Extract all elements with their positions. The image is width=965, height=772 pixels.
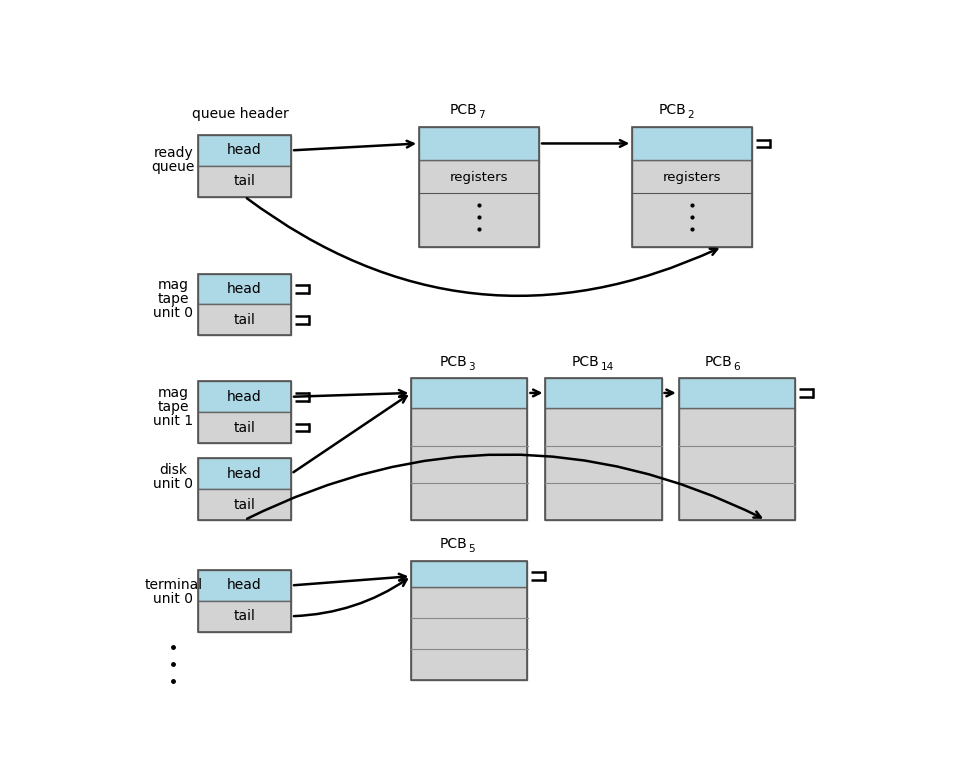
Text: ready: ready — [153, 146, 193, 160]
Text: PCB: PCB — [572, 355, 599, 369]
Text: PCB: PCB — [440, 355, 468, 369]
Text: queue: queue — [152, 160, 195, 174]
Text: tail: tail — [234, 174, 256, 188]
Bar — [632, 161, 753, 246]
Bar — [198, 459, 291, 489]
Text: tail: tail — [234, 421, 256, 435]
Bar — [198, 412, 291, 443]
Text: tape: tape — [157, 400, 189, 414]
Bar — [198, 489, 291, 520]
Text: mag: mag — [158, 278, 189, 292]
Text: registers: registers — [663, 171, 722, 185]
Bar — [411, 587, 528, 680]
Bar — [419, 161, 539, 246]
Text: unit 1: unit 1 — [153, 414, 193, 428]
Text: PCB: PCB — [705, 355, 732, 369]
Bar — [678, 378, 795, 520]
Text: head: head — [227, 467, 262, 481]
Text: unit 0: unit 0 — [153, 477, 193, 491]
Text: head: head — [227, 390, 262, 404]
Bar — [678, 408, 795, 520]
Text: 5: 5 — [469, 544, 475, 554]
Bar — [198, 304, 291, 335]
Text: 6: 6 — [733, 362, 740, 372]
Bar — [545, 378, 662, 520]
Bar — [411, 408, 528, 520]
Bar — [632, 127, 753, 161]
Bar — [198, 459, 291, 520]
Text: PCB: PCB — [440, 537, 468, 551]
Text: head: head — [227, 282, 262, 296]
Bar — [198, 601, 291, 631]
Text: PCB: PCB — [659, 103, 686, 117]
Text: 3: 3 — [469, 362, 475, 372]
Text: queue header: queue header — [192, 107, 290, 121]
Text: terminal: terminal — [144, 578, 203, 592]
Text: tail: tail — [234, 498, 256, 512]
Bar — [198, 135, 291, 197]
Text: tail: tail — [234, 609, 256, 623]
Bar — [545, 378, 662, 408]
Text: registers: registers — [450, 171, 509, 185]
Bar — [678, 378, 795, 408]
Bar — [411, 378, 528, 520]
Text: 14: 14 — [600, 362, 614, 372]
Bar — [545, 408, 662, 520]
Text: PCB: PCB — [450, 103, 477, 117]
Text: 7: 7 — [478, 110, 484, 120]
Bar — [411, 560, 528, 680]
Bar — [411, 560, 528, 587]
Bar — [198, 570, 291, 631]
Text: tail: tail — [234, 313, 256, 327]
Text: 2: 2 — [687, 110, 694, 120]
Text: unit 0: unit 0 — [153, 592, 193, 606]
Bar — [198, 135, 291, 166]
Text: mag: mag — [158, 386, 189, 400]
Bar — [198, 570, 291, 601]
Bar — [198, 381, 291, 412]
Bar — [198, 381, 291, 443]
Text: unit 0: unit 0 — [153, 306, 193, 320]
Bar — [419, 127, 539, 246]
Bar — [411, 378, 528, 408]
Text: tape: tape — [157, 292, 189, 306]
Bar — [419, 127, 539, 161]
Bar — [198, 273, 291, 304]
Text: head: head — [227, 578, 262, 592]
Bar — [198, 273, 291, 335]
Text: head: head — [227, 144, 262, 157]
Bar — [198, 166, 291, 197]
Text: disk: disk — [159, 463, 187, 477]
Bar — [632, 127, 753, 246]
